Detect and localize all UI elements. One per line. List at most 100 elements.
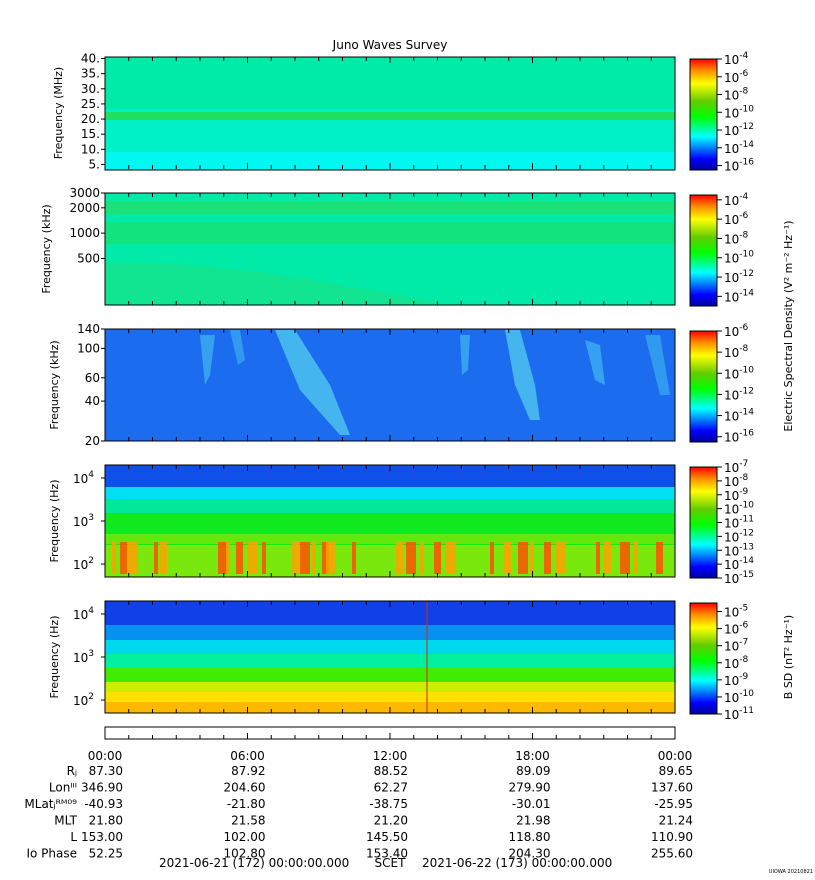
panel-3-y-tick-label: 140 <box>77 322 100 336</box>
ephemeris-value: 89.65 <box>659 764 693 778</box>
panel-2-y-tick-label: 1000 <box>69 226 100 240</box>
colorbar-tick-label: 10-14 <box>724 556 754 572</box>
panel-2-band-1mhz <box>105 222 675 244</box>
time-axis-label: 06:00 <box>230 749 265 763</box>
time-axis-label: 18:00 <box>515 749 550 763</box>
panel-1-x-ticks <box>104 57 676 169</box>
panel-4-burst <box>262 542 266 574</box>
colorbar-tick-label: 10-12 <box>724 122 754 138</box>
colorbar-tick-label: 10-12 <box>724 269 754 285</box>
ephemeris-value: -30.01 <box>512 797 551 811</box>
panel-1-y-tick-label: 30. <box>81 82 100 96</box>
time-axis-label: 00:00 <box>658 749 693 763</box>
panel-4-burst <box>434 542 441 574</box>
panel-3-y-tick-label: 20 <box>85 434 100 448</box>
panel-1-y-tick-label: 35. <box>81 67 100 81</box>
panel-5-y-tick-label: 102 <box>73 692 94 708</box>
ephemeris-value: 87.30 <box>89 764 123 778</box>
panel-5-x-ticks <box>104 601 676 713</box>
panel-2-colorbar-ticks: 10-4 10-6 10-8 10-10 10-12 10-14 <box>717 192 754 304</box>
panel-1-band-20mhz <box>105 112 675 120</box>
colorbar-tick-label: 10-7 <box>724 638 748 654</box>
magnetic-colorbar-label: B SD (nT² Hz⁻¹) <box>782 615 795 699</box>
panel-5-y-tick-label: 103 <box>73 649 94 665</box>
panel-4-burst <box>326 542 336 574</box>
panel-4-burst <box>604 542 611 574</box>
colorbar-tick-label: 10-6 <box>724 69 749 85</box>
panel-2-y-tick-label: 500 <box>77 251 100 265</box>
panel-1-colorbar-ticks: 10-4 10-6 10-810-10 10-12 10-14 10-16 <box>717 51 754 174</box>
panel-4-y-tick-label: 104 <box>73 470 94 486</box>
colorbar-tick-label: 10-10 <box>724 250 754 266</box>
panel-2-y-label: Frequency (kHz) <box>40 204 53 293</box>
panel-5-band-6 <box>105 682 675 692</box>
credit-stamp: UIOWA 20210821 <box>769 869 813 875</box>
ephemeris-value: -25.95 <box>654 797 693 811</box>
panel-5-y-tick-label: 104 <box>73 606 94 622</box>
colorbar-tick-label: 10-16 <box>724 158 754 174</box>
ephemeris-value: 88.52 <box>374 764 408 778</box>
panel-4-burst <box>300 542 310 574</box>
colorbar-tick-label: 10-9 <box>724 487 749 503</box>
time-axis-label: 00:00 <box>88 749 123 763</box>
colorbar-tick-label: 10-12 <box>724 386 754 402</box>
panel-2-colorbar: 10-4 10-6 10-8 10-10 10-12 10-14 <box>689 192 754 307</box>
colorbar-tick-label: 10-14 <box>724 288 754 304</box>
footer-start-time: 2021-06-21 (172) 00:00:00.000 <box>159 856 349 870</box>
ephemeris-value: 145.50 <box>366 830 408 844</box>
panel-4-burst <box>634 542 638 574</box>
panel-4-burst <box>236 542 243 574</box>
panel-3-burst-5 <box>460 335 470 375</box>
panel-4-burst <box>556 542 566 574</box>
footer-end-time: 2021-06-22 (173) 00:00:00.000 <box>422 856 612 870</box>
panel-5-band-3 <box>105 640 675 654</box>
panel-1-colorbar-gradient <box>689 58 718 171</box>
chart-title: Juno Waves Survey <box>332 38 448 52</box>
panel-1-y-tick-label: 10. <box>81 142 100 156</box>
colorbar-tick-label: 10-6 <box>724 211 749 227</box>
colorbar-tick-label: 10-10 <box>724 689 754 705</box>
colorbar-tick-label: 10-13 <box>724 542 754 558</box>
panel-3-colorbar-ticks: 10-6 10-8 10-10 10-12 10-14 10-16 <box>717 323 754 445</box>
ephemeris-value: 102.00 <box>224 830 266 844</box>
colorbar-tick-label: 10-4 <box>724 192 749 208</box>
ephemeris-value: 89.09 <box>516 764 550 778</box>
colorbar-tick-label: 10-9 <box>724 672 749 688</box>
panel-4-band-yellow-green <box>105 534 675 544</box>
ephemeris-value: 153.00 <box>81 830 123 844</box>
panel-4-burst <box>446 542 456 574</box>
panel-4-burst <box>352 542 356 574</box>
panel-3-colorbar: 10-6 10-8 10-10 10-12 10-14 10-16 <box>689 323 754 445</box>
panel-1-colorbar: 10-4 10-6 10-810-10 10-12 10-14 10-16 <box>689 51 754 174</box>
panel-3-colorbar-gradient <box>689 330 718 443</box>
panel-4-burst <box>128 542 138 574</box>
panel-4-burst <box>420 542 424 574</box>
colorbar-tick-label: 10-10 <box>724 104 754 120</box>
colorbar-tick-label: 10-6 <box>724 621 749 637</box>
panel-1-y-label: Frequency (MHz) <box>52 67 65 159</box>
ephemeris-row-label: MLT <box>54 814 77 828</box>
panel-2-band-2mhz <box>105 201 675 214</box>
panel-1-y-tick-label: 20. <box>81 112 100 126</box>
panel-4-burst <box>406 542 416 574</box>
panel-4-burst <box>656 542 663 574</box>
panel-4-burst <box>292 542 299 574</box>
panel-5-band-5 <box>105 668 675 682</box>
panel-4-burst <box>120 542 127 574</box>
panel-3-y-tick-label: 40 <box>85 394 100 408</box>
panel-3-burst-1 <box>275 330 350 435</box>
panel-4-burst <box>620 542 630 574</box>
colorbar-tick-label: 10-16 <box>724 429 754 445</box>
colorbar-tick-label: 10-6 <box>724 323 749 339</box>
panel-4-burst <box>596 542 600 574</box>
time-axis: 00:00 06:00 12:00 18:00 00:00 <box>88 726 693 763</box>
ephemeris-value: 102.80 <box>224 847 266 861</box>
ephemeris-row-label: Lonᴵᴵᴵ <box>49 781 77 795</box>
ephemeris-value: 137.60 <box>651 781 693 795</box>
panel-3-y-tick-label: 100 <box>77 341 100 355</box>
